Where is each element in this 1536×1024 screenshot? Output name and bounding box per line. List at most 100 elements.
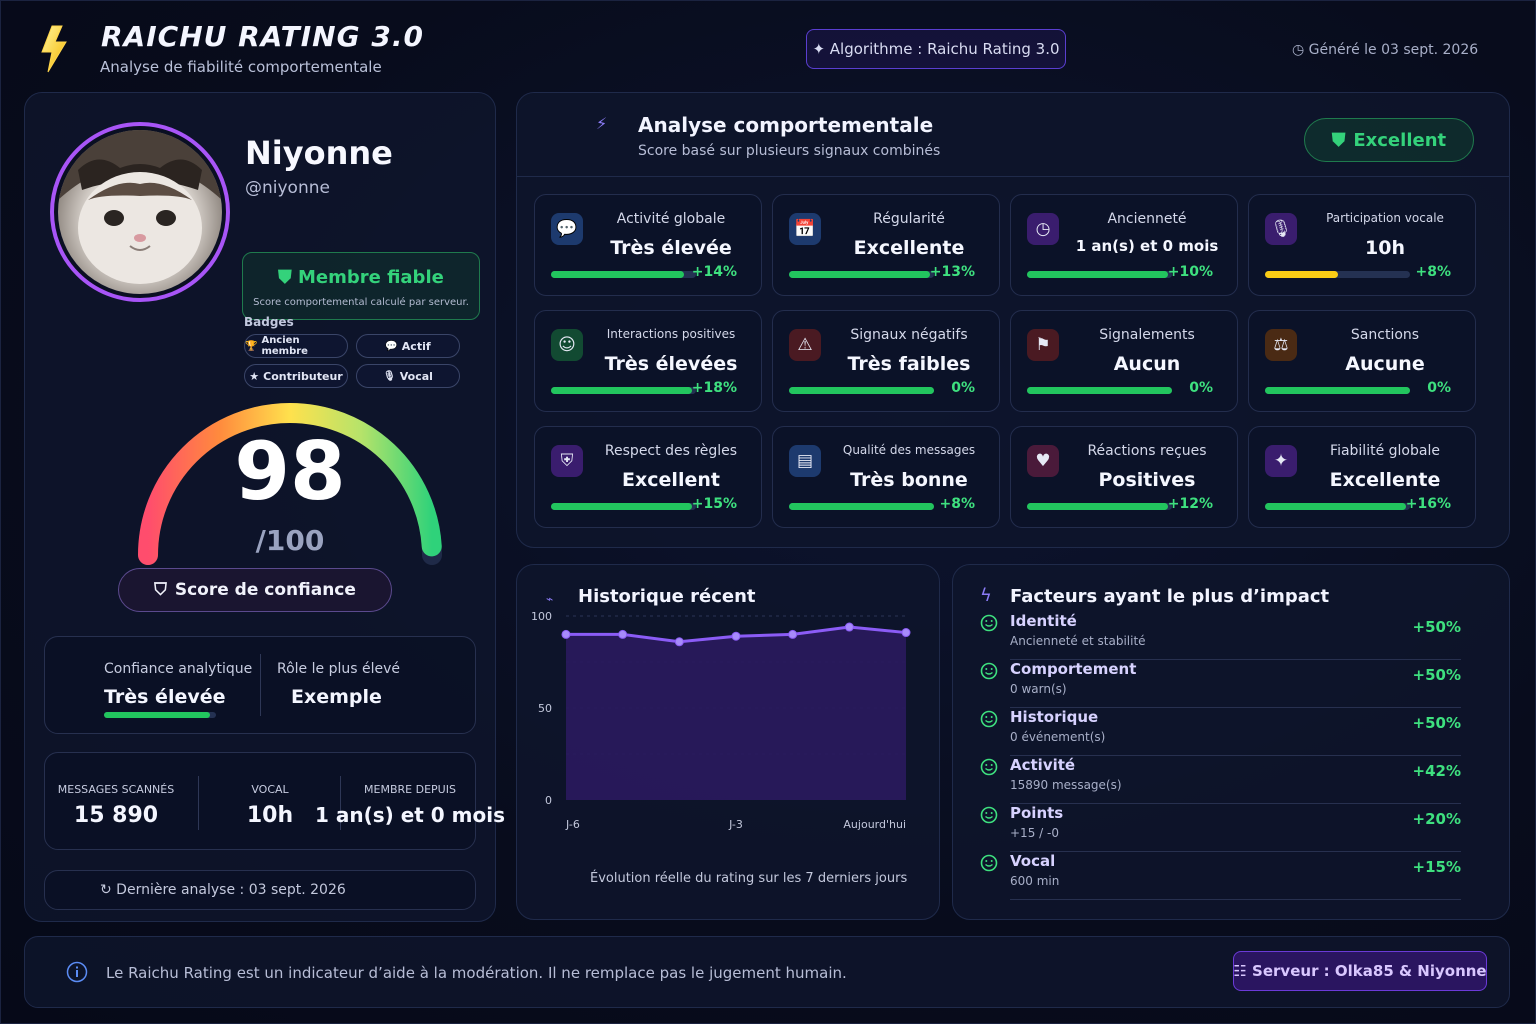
behavior-analysis-subtitle: Score basé sur plusieurs signaux combiné… xyxy=(638,143,941,159)
factor-row: Points +15 / -0 +20% xyxy=(980,804,1461,852)
metric-icon: ⛨ xyxy=(551,445,583,477)
badge-actif[interactable]: 💬 Actif xyxy=(356,334,460,358)
shield-check-icon: ⛊ xyxy=(1331,129,1346,151)
smiley-icon xyxy=(980,806,998,824)
chart-area xyxy=(566,627,906,800)
algorithm-badge[interactable]: ✦ Algorithme : Raichu Rating 3.0 xyxy=(806,29,1066,69)
metric-delta: 0% xyxy=(951,380,975,396)
avatar xyxy=(50,122,230,302)
microphone-icon: 🎙 xyxy=(383,370,396,382)
factor-row: Identité Ancienneté et stabilité +50% xyxy=(980,612,1461,660)
divider xyxy=(340,776,341,830)
chart-data-point xyxy=(561,629,571,639)
metric-value: Aucun xyxy=(1113,353,1181,375)
metric-value: Très élevées xyxy=(604,353,738,375)
chart-x-tick-label: J-3 xyxy=(728,818,743,831)
factor-value: +42% xyxy=(1412,762,1461,780)
metric-bar xyxy=(789,271,934,278)
factor-detail: +15 / -0 xyxy=(1010,826,1059,840)
factor-name: Activité xyxy=(1010,756,1076,774)
metric-value: Positives xyxy=(1098,469,1196,491)
metric-bar xyxy=(1265,387,1410,394)
factor-detail: 0 événement(s) xyxy=(1010,730,1106,744)
star-icon: ★ xyxy=(249,369,260,383)
smiley-icon xyxy=(980,614,998,632)
chart-data-point xyxy=(844,622,854,632)
metric-card: 📅 Régularité Excellente +13% xyxy=(772,194,1000,296)
factor-value: +50% xyxy=(1412,618,1461,636)
chart-data-point xyxy=(788,629,798,639)
badge-contributeur[interactable]: ★ Contributeur xyxy=(244,364,348,388)
metric-value: Très faibles xyxy=(847,353,971,375)
metric-value: Très élevée xyxy=(610,237,732,259)
metric-icon: ⚑ xyxy=(1027,329,1059,361)
divider xyxy=(1010,659,1461,660)
metric-value: 10h xyxy=(1365,237,1405,259)
server-badge[interactable]: ☷ Serveur : Olka85 & Niyonne xyxy=(1233,951,1487,991)
metric-bar-fill xyxy=(789,271,930,278)
metric-label: Réactions reçues xyxy=(1087,443,1207,459)
metric-bar-fill xyxy=(1027,271,1168,278)
badge-ancien-membre[interactable]: 🏆 Ancien membre xyxy=(244,334,348,358)
factor-name: Comportement xyxy=(1010,660,1137,678)
metric-card: ▤ Qualité des messages Très bonne +8% xyxy=(772,426,1000,528)
badge-vocal[interactable]: 🎙 Vocal xyxy=(356,364,460,388)
metric-card: ⚖ Sanctions Aucune 0% xyxy=(1248,310,1476,412)
generated-date: ◷ Généré le 03 sept. 2026 xyxy=(1292,42,1479,58)
metric-card: ☺ Interactions positives Très élevées +18% xyxy=(534,310,762,412)
app-title: RAICHU RATING 3.0 xyxy=(101,20,424,53)
trust-score-value: 98 xyxy=(234,425,346,518)
shield-check-icon: ⛊ xyxy=(278,267,292,288)
highest-role-value: Exemple xyxy=(291,686,382,708)
lightning-icon: ϟ xyxy=(980,585,992,606)
smiley-icon xyxy=(980,662,998,680)
messages-scanned-label: MESSAGES SCANNÉS xyxy=(57,783,175,796)
last-analysis: ↻ Dernière analyse : 03 sept. 2026 xyxy=(100,882,346,898)
metric-bar xyxy=(1027,503,1172,510)
metric-bar-fill xyxy=(1265,271,1338,278)
confidence-bar-fill xyxy=(104,712,211,718)
metric-delta: +8% xyxy=(1415,264,1452,280)
metric-value: Excellent xyxy=(622,469,720,491)
analytic-confidence-value: Très élevée xyxy=(104,686,226,708)
vocal-value: 10h xyxy=(246,803,294,828)
trust-score-max: /100 xyxy=(255,524,325,557)
metric-label: Ancienneté xyxy=(1107,211,1187,227)
last-analysis-card xyxy=(44,870,476,910)
metric-bar-fill xyxy=(789,503,934,510)
trophy-icon: 🏆 xyxy=(245,340,258,352)
metric-value: Très bonne xyxy=(850,469,968,491)
metric-delta: 0% xyxy=(1427,380,1451,396)
factor-value: +15% xyxy=(1412,858,1461,876)
chart-data-point xyxy=(901,628,911,638)
metric-value: Excellente xyxy=(853,237,965,259)
behavior-analysis-title: Analyse comportementale xyxy=(638,113,934,137)
metric-delta: +18% xyxy=(691,380,737,396)
metric-icon: ✦ xyxy=(1265,445,1297,477)
metric-bar-fill xyxy=(1265,387,1410,394)
chart-y-tick-label: 100 xyxy=(531,610,552,623)
divider xyxy=(1010,851,1461,852)
chart-data-point xyxy=(674,637,684,647)
metric-bar xyxy=(1027,387,1172,394)
metric-card: ◷ Ancienneté 1 an(s) et 0 mois +10% xyxy=(1010,194,1238,296)
reliable-member-badge: ⛊ Membre fiable Score comportemental cal… xyxy=(242,252,480,320)
divider xyxy=(1010,755,1461,756)
metric-bar-fill xyxy=(1265,503,1406,510)
factor-row: Activité 15890 message(s) +42% xyxy=(980,756,1461,804)
smiley-icon xyxy=(980,854,998,872)
metric-value: Excellente xyxy=(1329,469,1441,491)
gauge-fill xyxy=(138,403,442,565)
factor-detail: 15890 message(s) xyxy=(1010,778,1122,792)
metric-bar-fill xyxy=(1027,387,1172,394)
factor-name: Historique xyxy=(1010,708,1099,726)
vocal-label: VOCAL xyxy=(251,783,289,796)
metric-delta: +16% xyxy=(1405,496,1451,512)
pulse-icon: ⌁ xyxy=(546,592,554,606)
metric-value: Aucune xyxy=(1345,353,1425,375)
app-subtitle: Analyse de fiabilité comportementale xyxy=(100,58,382,76)
factor-value: +50% xyxy=(1412,714,1461,732)
metric-bar xyxy=(789,387,934,394)
metric-bar xyxy=(1027,271,1172,278)
metric-label: Fiabilité globale xyxy=(1330,443,1440,459)
